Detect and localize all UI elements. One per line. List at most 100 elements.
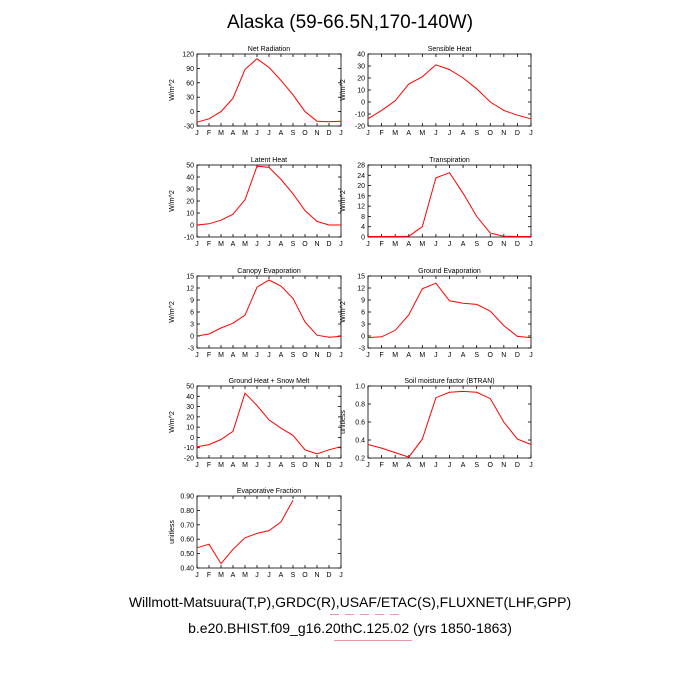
x-tick-label: N [501,352,506,359]
x-tick-label: D [326,241,331,248]
x-tick-label: J [339,130,343,137]
footer-case-name: b.e20.BHIST.f09_g16.20thC.125.02 (yrs 18… [188,620,512,636]
x-tick-label: A [279,130,284,137]
x-tick-label: D [515,462,520,469]
x-tick-label: J [434,130,438,137]
x-tick-label: O [302,241,308,248]
x-tick-label: S [291,130,296,137]
y-tick-label: 12 [357,204,365,211]
plot-frame [196,385,342,459]
y-tick-label: 40 [357,52,365,59]
x-tick-label: N [314,241,319,248]
series-line [196,58,342,123]
y-tick-label: 30 [186,95,194,102]
panel-title: Ground Heat + Snow Melt [229,378,310,385]
x-tick-label: J [529,352,533,359]
x-tick-label: S [474,462,479,469]
y-tick-label: 8 [361,214,365,221]
y-axis-label: W/m^2 [169,190,176,212]
x-tick-label: J [195,241,199,248]
x-tick-label: A [279,241,284,248]
y-tick-label: 0.4 [355,438,365,445]
footer-underline [334,640,412,641]
x-tick-label: A [406,241,411,248]
y-tick-label: 0.6 [355,420,365,427]
x-tick-label: S [291,462,296,469]
x-tick-label: J [448,352,452,359]
x-tick-label: J [195,462,199,469]
x-tick-label: J [255,462,259,469]
y-tick-label: -3 [359,346,365,353]
x-tick-label: J [529,241,533,248]
y-tick-label: 20 [186,414,194,421]
y-tick-label: 1.0 [355,384,365,391]
x-tick-label: A [406,352,411,359]
x-tick-label: J [434,462,438,469]
series-line [367,282,532,339]
x-tick-label: A [279,352,284,359]
x-tick-label: O [488,462,494,469]
x-tick-label: S [291,352,296,359]
x-tick-label: F [207,352,211,359]
x-tick-label: S [474,241,479,248]
y-tick-label: 6 [361,310,365,317]
plot-frame [367,385,532,459]
x-tick-label: A [231,130,236,137]
y-tick-label: 16 [357,193,365,200]
x-tick-label: J [267,241,271,248]
x-tick-label: A [461,462,466,469]
x-tick-label: J [339,352,343,359]
y-tick-label: -10 [184,445,194,452]
x-tick-label: J [448,241,452,248]
series-line [367,390,532,458]
y-tick-label: 24 [357,173,365,180]
x-tick-label: A [461,241,466,248]
x-tick-label: J [195,572,199,579]
x-tick-label: N [314,130,319,137]
x-tick-label: J [267,462,271,469]
y-tick-label: 12 [357,286,365,293]
y-tick-label: 0 [361,334,365,341]
x-tick-label: A [406,462,411,469]
x-tick-label: J [434,352,438,359]
x-tick-label: D [326,352,331,359]
plot-frame [196,53,342,127]
x-tick-label: A [231,572,236,579]
y-tick-label: 15 [186,274,194,281]
x-tick-label: A [279,572,284,579]
panel-title: Canopy Evaporation [237,268,301,275]
x-tick-label: A [231,462,236,469]
footer-data-sources: Willmott-Matsuura(T,P),GRDC(R),USAF/ETAC… [128,594,572,610]
x-tick-label: J [339,462,343,469]
y-tick-label: 20 [186,199,194,206]
y-axis-label: W/m^2 [340,301,347,323]
x-tick-label: N [314,572,319,579]
x-tick-label: F [379,462,383,469]
y-tick-label: 0.2 [355,456,365,463]
x-tick-label: J [255,130,259,137]
y-tick-label: 0.40 [180,566,194,573]
x-tick-label: M [242,241,248,248]
series-line [196,279,342,338]
x-tick-label: J [267,572,271,579]
x-tick-label: N [501,241,506,248]
y-tick-label: 0.70 [180,522,194,529]
x-tick-label: D [326,462,331,469]
x-tick-label: J [267,352,271,359]
x-tick-label: M [218,352,224,359]
y-axis-label: unitless [340,410,347,434]
x-tick-label: J [255,352,259,359]
x-tick-label: J [339,572,343,579]
y-tick-label: 0 [190,223,194,230]
x-tick-label: J [434,241,438,248]
y-tick-label: 4 [361,224,365,231]
y-tick-label: 0 [190,334,194,341]
x-tick-label: O [302,130,308,137]
y-tick-label: 0 [190,109,194,116]
x-tick-label: J [195,352,199,359]
x-tick-label: O [488,241,494,248]
y-tick-label: 90 [186,66,194,73]
y-tick-label: 9 [190,298,194,305]
y-tick-label: -3 [188,346,194,353]
plot-frame [196,495,342,569]
